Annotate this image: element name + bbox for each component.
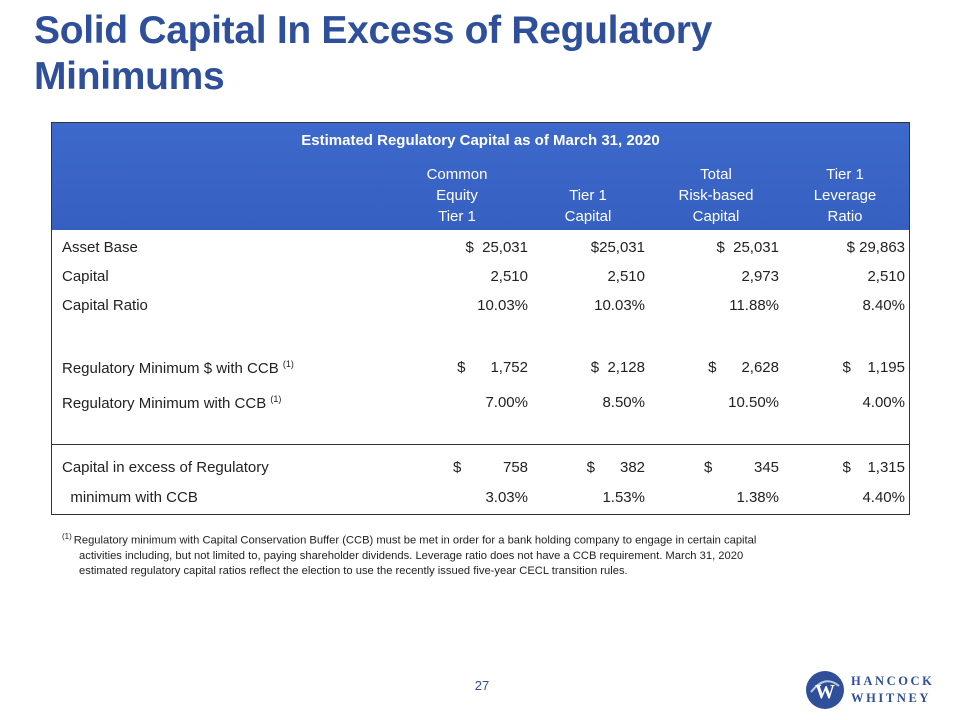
table-cell: 4.00% [862, 394, 905, 411]
column-header-line: Tier 1 [438, 208, 476, 225]
table-cell: $ 2,628 [708, 359, 779, 376]
table-cell: 2,510 [490, 268, 528, 285]
table-cell: 10.03% [594, 297, 645, 314]
column-header-line: Risk-based [678, 187, 754, 204]
table-cell: $ 1,752 [457, 359, 528, 376]
table-cell: $ 382 [586, 459, 645, 476]
table-cell: 3.03% [485, 489, 528, 506]
column-header-tier1-capital: Tier 1 Capital [528, 185, 648, 227]
footnote-mark: (1) [62, 532, 72, 541]
table-cell: 10.50% [728, 394, 779, 411]
column-header-cet1: Common Equity Tier 1 [397, 164, 517, 227]
table-cell: 4.40% [862, 489, 905, 506]
table-cell: 8.40% [862, 297, 905, 314]
logo-mark-icon: W [806, 671, 844, 709]
column-header-line: Capital [692, 208, 740, 225]
table-cell: $ 2,128 [590, 359, 645, 376]
row-label-minimum-with-ccb: minimum with CCB [62, 489, 198, 506]
table-cell: 1.53% [602, 489, 645, 506]
column-header-line: Capital [564, 208, 612, 225]
table-heading: Estimated Regulatory Capital as of March… [301, 132, 660, 149]
table-cell: 1.38% [736, 489, 779, 506]
column-header-total-risk-based: Total Risk-based Capital [656, 164, 776, 227]
table-cell: $ 25,031 [465, 239, 528, 256]
footnote-line: estimated regulatory capital ratios refl… [79, 564, 628, 577]
row-label-regulatory-minimum-ratio: Regulatory Minimum with CCB (1) [62, 394, 281, 412]
column-header-line: Leverage [813, 187, 877, 204]
logo-mark-letter: W [815, 681, 835, 703]
page-number: 27 [474, 678, 490, 693]
row-label-text: Regulatory Minimum with CCB [62, 395, 267, 412]
table-header-band: Estimated Regulatory Capital as of March… [52, 123, 909, 230]
table-cell: 11.88% [729, 297, 779, 314]
regulatory-capital-table: Estimated Regulatory Capital as of March… [51, 122, 910, 515]
footnote: (1) Regulatory minimum with Capital Conse… [62, 529, 862, 579]
table-cell: 8.50% [602, 394, 645, 411]
hancock-whitney-logo: W HANCOCK WHITNEY [805, 668, 945, 712]
table-cell: $ 29,863 [846, 239, 905, 256]
footnote-line: activities including, but not limited to… [79, 549, 744, 562]
column-header-leverage-ratio: Tier 1 Leverage Ratio [785, 164, 905, 227]
column-header-line: Common [426, 166, 488, 183]
row-label-capital-ratio: Capital Ratio [62, 297, 148, 314]
table-cell: $25,031 [590, 239, 645, 256]
table-divider [52, 444, 909, 445]
column-header-line: Tier 1 [826, 166, 864, 183]
row-label-asset-base: Asset Base [62, 239, 138, 256]
table-cell: 2,973 [741, 268, 779, 285]
table-cell: $ 1,195 [842, 359, 905, 376]
table-cell: 7.00% [485, 394, 528, 411]
table-cell: $ 1,315 [842, 459, 905, 476]
footnote-line: Regulatory minimum with Capital Conserva… [73, 534, 757, 547]
column-header-line: Ratio [827, 208, 863, 225]
row-label-capital-in-excess: Capital in excess of Regulatory [62, 459, 269, 476]
row-label-text: Regulatory Minimum $ with CCB [62, 360, 279, 377]
table-cell: $ 345 [703, 459, 779, 476]
logo-text-line1: HANCOCK [851, 674, 935, 688]
table-cell: $ 25,031 [716, 239, 779, 256]
row-label-capital: Capital [62, 268, 109, 285]
column-header-line: Tier 1 [569, 187, 607, 204]
table-cell: $ 758 [452, 459, 528, 476]
table-cell: 2,510 [607, 268, 645, 285]
logo-text-line2: WHITNEY [851, 691, 932, 705]
footnote-ref: (1) [270, 394, 282, 404]
row-label-regulatory-minimum-dollars: Regulatory Minimum $ with CCB (1) [62, 359, 294, 377]
column-header-line: Equity [436, 187, 478, 204]
table-cell: 10.03% [477, 297, 528, 314]
table-cell: 2,510 [867, 268, 905, 285]
slide-title: Solid Capital In Excess of Regulatory Mi… [34, 9, 713, 98]
column-header-line: Total [700, 166, 732, 183]
footnote-ref: (1) [282, 359, 294, 369]
